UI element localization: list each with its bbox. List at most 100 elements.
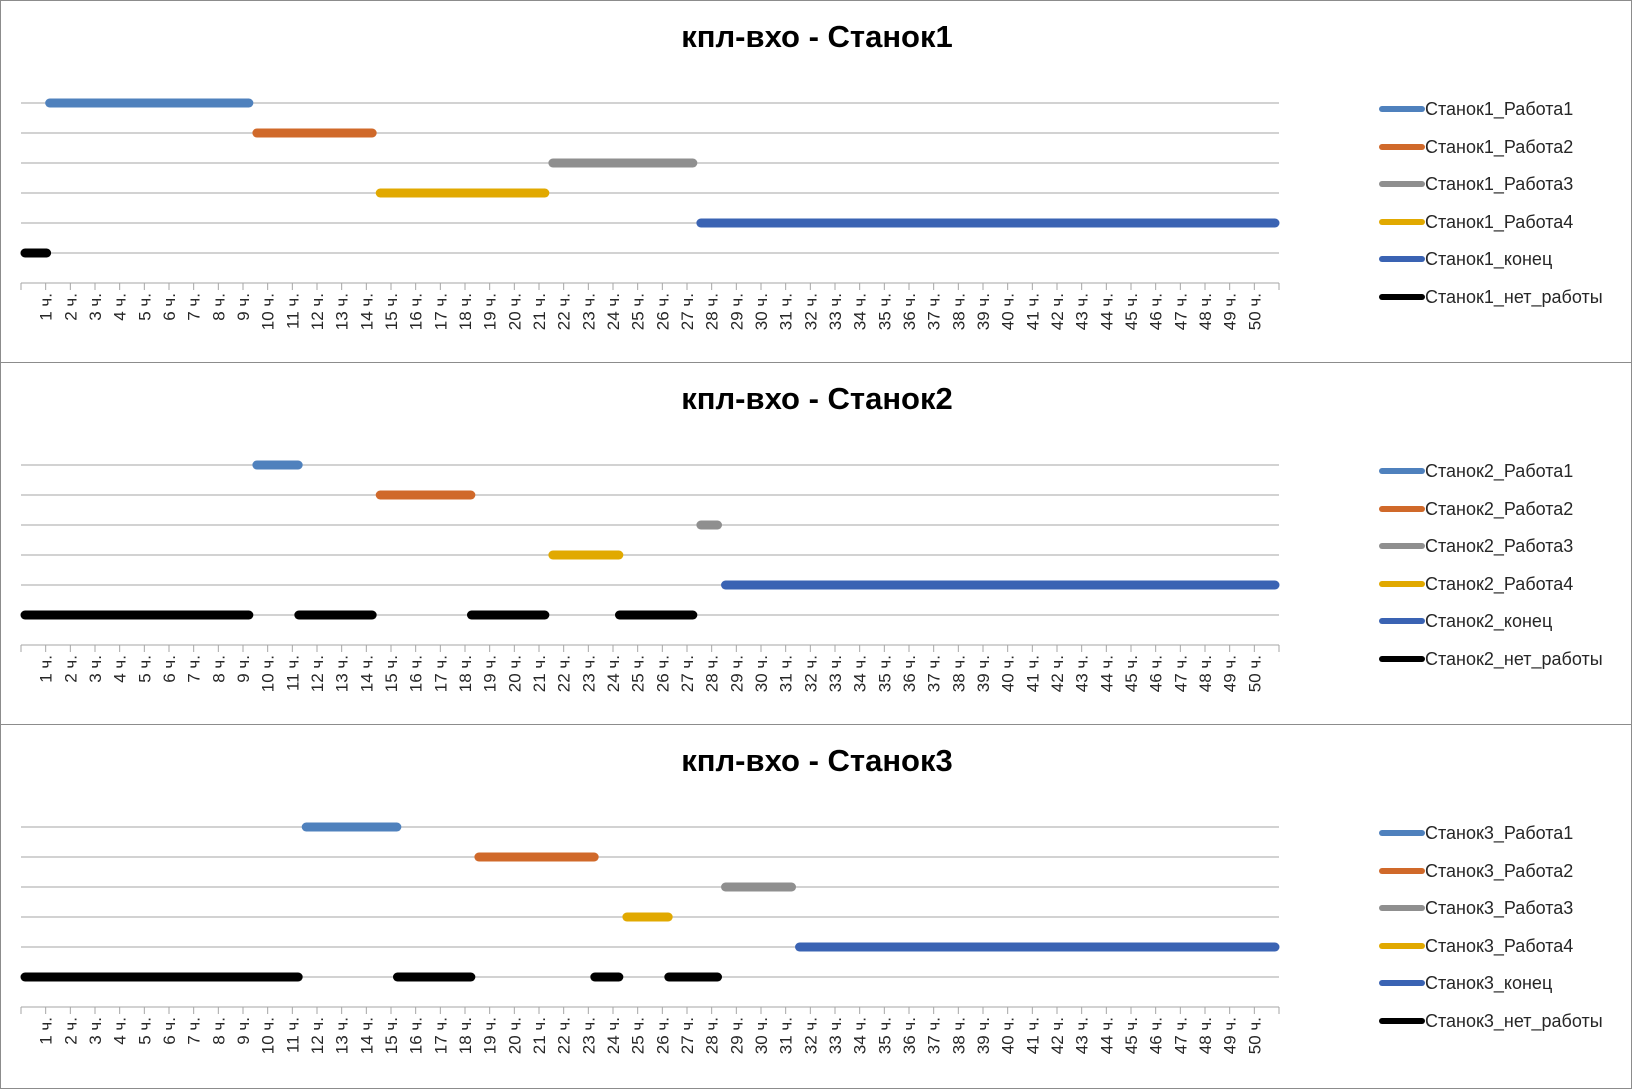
x-tick-label: 49 ч. [1221,1017,1240,1054]
x-tick-label: 5 ч. [135,1017,154,1045]
legend-label: Станок1_Работа3 [1425,174,1574,194]
x-tick-label: 46 ч. [1147,1017,1166,1054]
x-tick-label: 21 ч. [530,293,549,330]
x-tick-label: 11 ч. [283,655,302,691]
gantt-plot: 1 ч. 2 ч. 3 ч. 4 ч. 5 ч. 6 ч. 7 ч. 8 ч. 9 ч. 10 ч… [20,822,1280,1054]
x-tick-label: 4 ч. [111,655,130,683]
x-tick-label: 45 ч. [1122,1017,1141,1054]
legend-label: Станок3_Работа2 [1425,860,1574,881]
legend-swatch [1379,106,1425,112]
x-tick-label: 36 ч. [900,293,919,330]
x-tick-label: 2 ч. [61,1017,80,1045]
x-tick-label: 35 ч. [875,1017,894,1054]
x-tick-label: 10 ч. [259,293,278,330]
x-tick-label: 41 ч. [1023,293,1042,330]
x-tick-label: 40 ч. [999,1017,1018,1054]
legend-item: Станок2_Работа3 [1379,534,1629,558]
x-tick-label: 14 ч. [357,293,376,330]
x-tick-label: 6 ч. [160,655,179,683]
x-tick-label: 47 ч. [1171,293,1190,330]
x-tick-label: 36 ч. [900,655,919,692]
legend-swatch [1379,505,1425,512]
x-tick-label: 32 ч. [801,293,820,330]
x-tick-label: 38 ч. [949,1017,968,1054]
x-tick-label: 32 ч. [801,1017,820,1054]
x-tick-label: 26 ч. [653,293,672,330]
x-tick-label: 15 ч. [382,655,401,692]
x-tick-label: 18 ч. [456,1017,475,1054]
x-tick-label: 34 ч. [851,1017,870,1054]
x-tick-label: 47 ч. [1171,655,1190,692]
x-tick-label: 28 ч. [703,293,722,330]
legend-item: Станок2_Работа4 [1379,572,1629,596]
legend-label: Станок1_Работа2 [1425,136,1574,157]
x-tick-label: 17 ч. [431,1017,450,1054]
legend-label: Станок3_нет_работы [1425,1010,1603,1031]
x-tick-label: 46 ч. [1147,655,1166,692]
x-tick-label: 22 ч. [555,655,574,692]
x-tick-label: 9 ч. [234,655,253,683]
legend-item: Станок2_конец [1379,609,1629,633]
x-tick-label: 41 ч. [1023,1017,1042,1054]
x-tick-label: 31 ч. [777,655,796,692]
legend-item: Станок1_Работа4 [1379,210,1629,234]
x-tick-label: 9 ч. [234,1017,253,1045]
chart-title: кпл-вхо - Станок2 [681,381,953,416]
x-tick-label: 15 ч. [382,293,401,330]
x-tick-label: 14 ч. [357,655,376,692]
legend-item: Станок3_Работа1 [1379,821,1629,845]
x-tick-label: 11 ч. [283,293,302,329]
x-tick-label: 42 ч. [1048,655,1067,692]
x-tick-label: 44 ч. [1097,293,1116,330]
x-tick-label: 34 ч. [851,293,870,330]
x-tick-label: 29 ч. [727,1017,746,1054]
legend-swatch [1379,580,1425,587]
x-tick-label: 44 ч. [1097,1017,1116,1054]
legend-label: Станок2_нет_работы [1425,648,1603,669]
x-tick-label: 33 ч. [826,655,845,692]
x-tick-label: 44 ч. [1097,655,1116,692]
legend-item: Станок1_нет_работы [1379,285,1629,309]
x-tick-label: 45 ч. [1122,655,1141,692]
legend-item: Станок2_Работа1 [1379,459,1629,483]
x-tick-label: 6 ч. [160,1017,179,1045]
x-tick-label: 39 ч. [974,655,993,692]
x-tick-label: 48 ч. [1196,1017,1215,1054]
x-tick-label: 34 ч. [851,655,870,692]
x-tick-label: 40 ч. [999,293,1018,330]
legend-item: Станок1_конец [1379,247,1629,271]
legend-item: Станок2_нет_работы [1379,647,1629,671]
x-tick-label: 30 ч. [752,655,771,692]
x-tick-label: 1 ч. [37,293,56,321]
x-tick-label: 4 ч. [111,293,130,321]
legend-swatch [1379,618,1425,624]
x-tick-label: 5 ч. [135,655,154,683]
x-tick-label: 50 ч. [1245,1017,1264,1054]
legend-label: Станок1_конец [1425,249,1553,269]
x-tick-label: 14 ч. [357,1017,376,1054]
chart-title: кпл-вхо - Станок3 [681,743,953,778]
chart-panel-machine-3: кпл-вхо - Станок3 1 ч. 2 ч. 3 ч. 4 ч. 5 ч. 6 … [0,724,1632,1089]
x-tick-label: 41 ч. [1023,655,1042,692]
x-tick-label: 7 ч. [185,293,204,321]
legend-item: Станок3_Работа4 [1379,934,1629,958]
legend-item: Станок2_Работа2 [1379,497,1629,521]
x-tick-label: 23 ч. [579,655,598,692]
legend-swatch [1379,942,1425,949]
x-tick-label: 20 ч. [505,1017,524,1054]
x-tick-label: 11 ч. [283,1017,302,1053]
x-tick-label: 29 ч. [727,655,746,692]
x-tick-label: 18 ч. [456,293,475,330]
x-tick-label: 39 ч. [974,293,993,330]
legend-swatch [1379,143,1425,150]
x-tick-label: 46 ч. [1147,293,1166,330]
x-tick-label: 4 ч. [111,1017,130,1045]
x-tick-label: 30 ч. [752,1017,771,1054]
x-tick-label: 49 ч. [1221,655,1240,692]
x-tick-label: 22 ч. [555,1017,574,1054]
legend-label: Станок3_Работа4 [1425,935,1574,956]
legend-label: Станок2_Работа3 [1425,536,1574,556]
legend-item: Станок3_конец [1379,971,1629,995]
chart-title: кпл-вхо - Станок1 [681,19,953,54]
x-tick-label: 20 ч. [505,293,524,330]
